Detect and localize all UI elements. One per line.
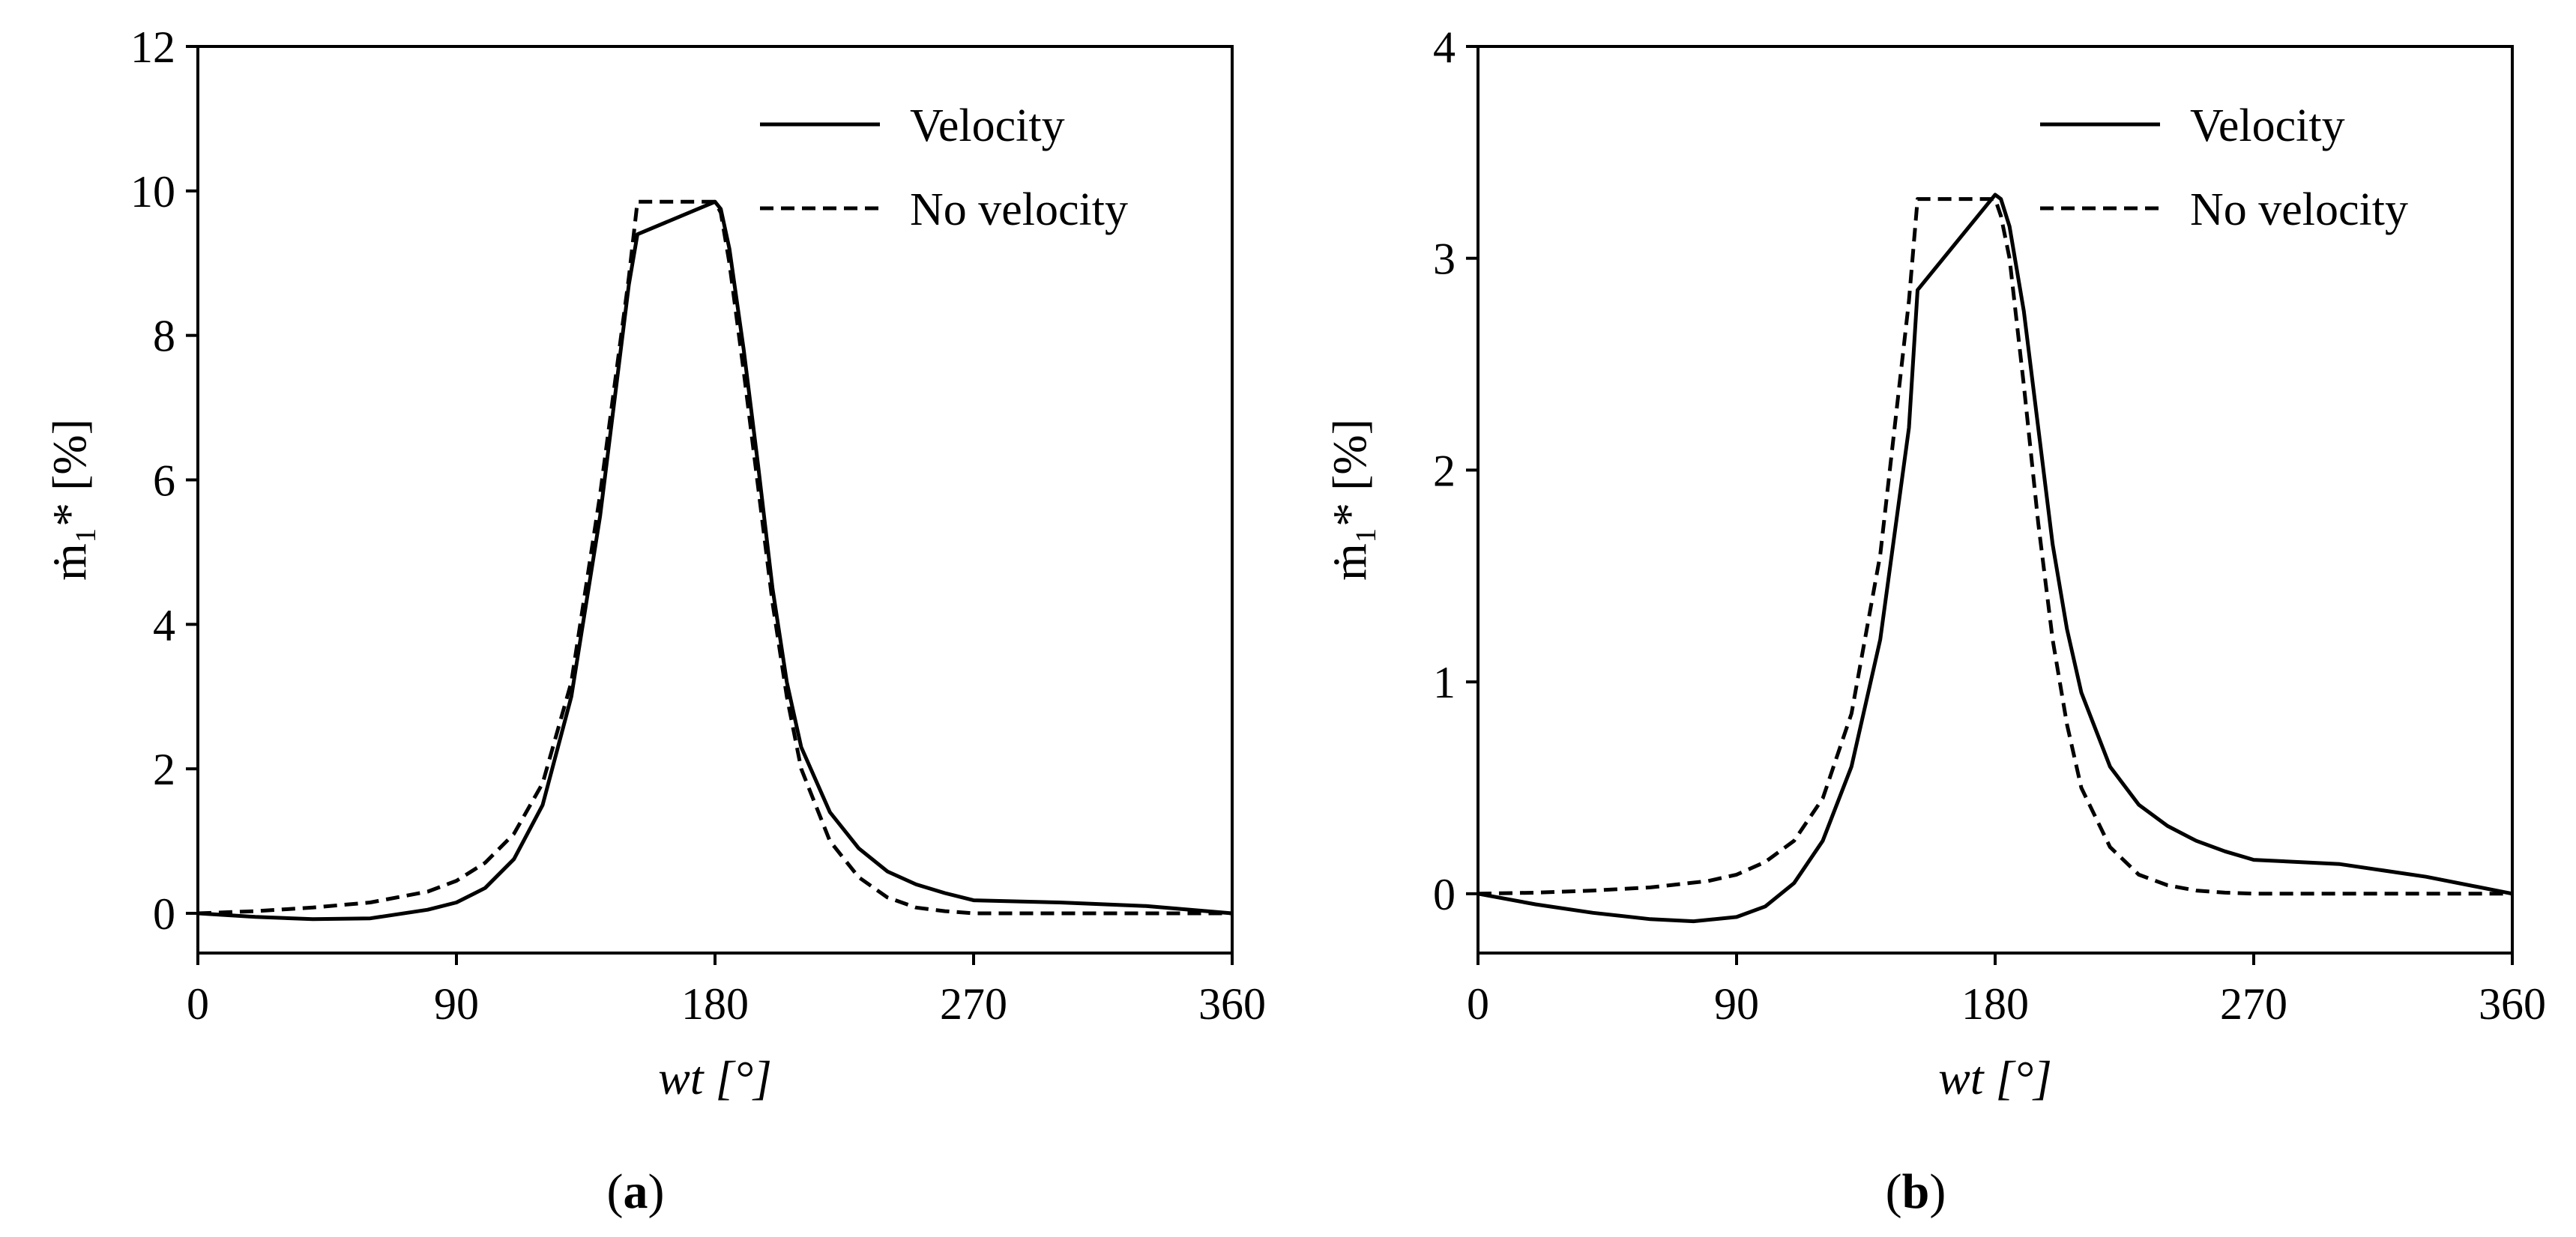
y-tick-label: 0: [1433, 870, 1456, 919]
y-tick-label: 4: [1433, 22, 1456, 72]
x-tick-label: 90: [1714, 979, 1759, 1029]
series-line-velocity: [1477, 193, 2513, 924]
x-tick-label: 180: [1961, 979, 2029, 1029]
x-tick-label: 90: [434, 979, 479, 1029]
x-tick-label: 270: [940, 979, 1007, 1029]
y-tick-label: 6: [153, 456, 175, 505]
y-tick-label: 12: [130, 22, 175, 72]
x-axis-title: wt [°]: [1938, 1051, 2052, 1104]
series-line-no-velocity: [1477, 197, 2512, 896]
legend-label-dashed: No velocity: [2190, 184, 2408, 235]
y-tick-label: 10: [130, 167, 175, 217]
x-tick-label: 270: [2220, 979, 2287, 1029]
panel-caption-letter: a: [624, 1164, 648, 1219]
x-axis-title: wt [°]: [658, 1051, 772, 1104]
y-tick-label: 1: [1433, 658, 1456, 707]
panel-caption: (b): [1886, 1164, 1946, 1219]
panel-caption: (a): [607, 1164, 665, 1219]
x-tick-label: 360: [2479, 979, 2546, 1029]
panel-caption-letter: b: [1902, 1164, 1930, 1219]
panel-a: 0 90 180 270 360 0 2 4 6 8 10 12 wt [°] ṁ₁* [%] Veloci…: [43, 22, 1266, 1219]
y-tick-label: 8: [153, 312, 175, 361]
legend-label-solid: Velocity: [2190, 100, 2345, 151]
y-tick-label: 2: [1433, 446, 1456, 495]
y-tick-label: 4: [153, 600, 175, 650]
legend-label-dashed: No velocity: [910, 184, 1128, 235]
legend-label-solid: Velocity: [910, 100, 1065, 151]
x-tick-label: 180: [681, 979, 749, 1029]
y-tick-label: 2: [153, 745, 175, 794]
y-tick-label: 3: [1433, 235, 1456, 284]
y-tick-label: 0: [153, 889, 175, 939]
y-axis-title: ṁ₁* [%]: [1323, 419, 1376, 581]
series-line-velocity: [197, 199, 1233, 922]
x-tick-label: 360: [1198, 979, 1266, 1029]
plot-frame: [196, 45, 1234, 955]
y-axis-title: ṁ₁* [%]: [43, 419, 96, 581]
plot-frame: [1476, 45, 2514, 955]
x-tick-label: 0: [187, 979, 209, 1029]
panel-b: 0 90 180 270 360 0 1 2 3 4 wt [°] ṁ₁* [%] Velocity No…: [1323, 22, 2546, 1219]
series-line-no-velocity: [197, 199, 1232, 916]
x-tick-label: 0: [1467, 979, 1489, 1029]
